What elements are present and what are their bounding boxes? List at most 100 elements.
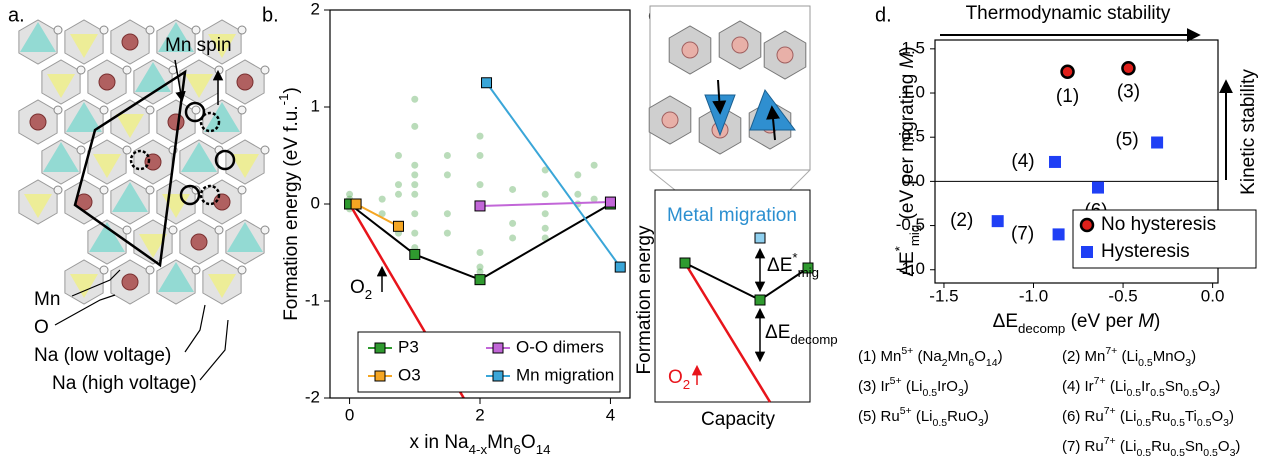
- text-part: 7+: [1105, 345, 1117, 357]
- text-part: 7+: [1104, 405, 1116, 417]
- text-part: (Na: [913, 348, 942, 365]
- legend-marker: [493, 343, 503, 353]
- scatter-point: [411, 162, 418, 169]
- o-atom: [54, 26, 62, 34]
- y-tick-label: -1: [305, 290, 320, 309]
- text-part: O: [1218, 438, 1230, 455]
- o-atom: [238, 26, 246, 34]
- annotation: Mn spin: [165, 35, 232, 56]
- o-atom: [100, 106, 108, 114]
- legend-label: O: [34, 317, 49, 338]
- legend-marker: [1081, 246, 1093, 258]
- scatter-point: [509, 220, 516, 227]
- text-part: M: [897, 52, 918, 68]
- text-part: (6) Ru: [1062, 408, 1104, 425]
- text-part: M: [1138, 311, 1154, 332]
- text-part: Formation energy (eV f.u.: [281, 105, 302, 320]
- o-atom: [238, 186, 246, 194]
- marker: [475, 201, 485, 211]
- text-part: Mn: [487, 432, 513, 453]
- marker: [1049, 156, 1061, 168]
- legend-marker: [1081, 219, 1093, 231]
- series-line: [480, 202, 610, 206]
- scatter-point: [444, 171, 451, 178]
- text-part: (2) Mn: [1062, 348, 1105, 365]
- legend-label: No hysteresis: [1101, 214, 1216, 235]
- metal-atom: [777, 47, 793, 63]
- x-tick-label: -1.0: [1019, 286, 1048, 305]
- text-part: 6: [514, 442, 521, 457]
- scatter-point: [542, 210, 549, 217]
- marker: [755, 233, 765, 243]
- marker: [1122, 62, 1134, 74]
- text-part: (eV per migrating: [897, 68, 918, 224]
- scatter-point: [395, 152, 402, 159]
- scatter-point: [477, 152, 484, 159]
- o-atom: [192, 106, 200, 114]
- text-part: RuO: [947, 408, 978, 425]
- legend-label: Mn migration: [516, 365, 614, 384]
- text-part: decomp: [1018, 321, 1065, 336]
- marker: [755, 295, 765, 305]
- text-part: (Li: [912, 408, 933, 425]
- text-part: 4-x: [469, 442, 488, 457]
- text-part: 0.5: [933, 417, 948, 429]
- point-label: (1): [1056, 86, 1079, 107]
- text-part: ): [897, 46, 918, 52]
- annotation: ΔEdecomp: [765, 322, 838, 347]
- text-part: (1) Mn: [858, 348, 901, 365]
- mn-atom: [237, 74, 253, 90]
- text-part: 2: [683, 377, 690, 392]
- scatter-point: [574, 171, 581, 178]
- scatter-point: [542, 225, 549, 232]
- scatter-point: [509, 234, 516, 241]
- mn-atom: [122, 274, 138, 290]
- scatter-point: [574, 191, 581, 198]
- text-part: 14: [986, 357, 998, 369]
- marker: [410, 249, 420, 259]
- y-tick-label: 1: [311, 96, 320, 115]
- text-part: (Li: [1116, 438, 1137, 455]
- o-atom: [77, 66, 85, 74]
- axis-label: Capacity: [701, 409, 775, 430]
- text-part: (Li: [1117, 348, 1138, 365]
- note: (3) Ir5+ (Li0.5IrO3): [858, 375, 969, 399]
- legend-marker: [375, 371, 385, 381]
- zoom-line: [790, 170, 810, 190]
- panel-c: c. Metal migration Capacity Formation en…: [634, 4, 813, 430]
- text-part: ΔE: [993, 311, 1018, 332]
- o-atom: [123, 146, 131, 154]
- text-part: 0.5: [1203, 447, 1218, 459]
- text-part: *: [792, 250, 797, 265]
- point-label: (7): [1011, 223, 1034, 244]
- text-part: O: [1198, 378, 1210, 395]
- text-part: (Li: [902, 378, 923, 395]
- text-part: ΔE: [767, 255, 792, 276]
- legend-label: O3: [398, 365, 421, 384]
- text-part: (Li: [1116, 408, 1137, 425]
- y-tick-label: 0: [311, 193, 320, 212]
- scatter-point: [411, 230, 418, 237]
- marker: [615, 262, 625, 272]
- text-part: (4) Ir: [1062, 378, 1094, 395]
- o-atom: [123, 226, 131, 234]
- y-tick-label: 2: [311, 0, 320, 18]
- marker: [1062, 66, 1074, 78]
- x-tick-label: 2: [475, 405, 484, 424]
- legend-label: Hysteresis: [1101, 241, 1190, 262]
- series-line: [487, 83, 621, 267]
- scatter-point: [411, 210, 418, 217]
- legend-label: Mn: [34, 289, 60, 310]
- marker: [475, 275, 485, 285]
- scatter-point: [509, 186, 516, 193]
- o-atom: [146, 106, 154, 114]
- text-part: 5+: [900, 405, 912, 417]
- o-atom: [54, 186, 62, 194]
- annotation: Kinetic stability: [1238, 69, 1259, 195]
- legend-marker: [493, 371, 503, 381]
- text-part: 0.5: [1127, 387, 1142, 399]
- x-tick-label: 0: [345, 405, 354, 424]
- text-part: ): [998, 348, 1003, 365]
- o-atom: [54, 106, 62, 114]
- metal-atom: [662, 112, 678, 128]
